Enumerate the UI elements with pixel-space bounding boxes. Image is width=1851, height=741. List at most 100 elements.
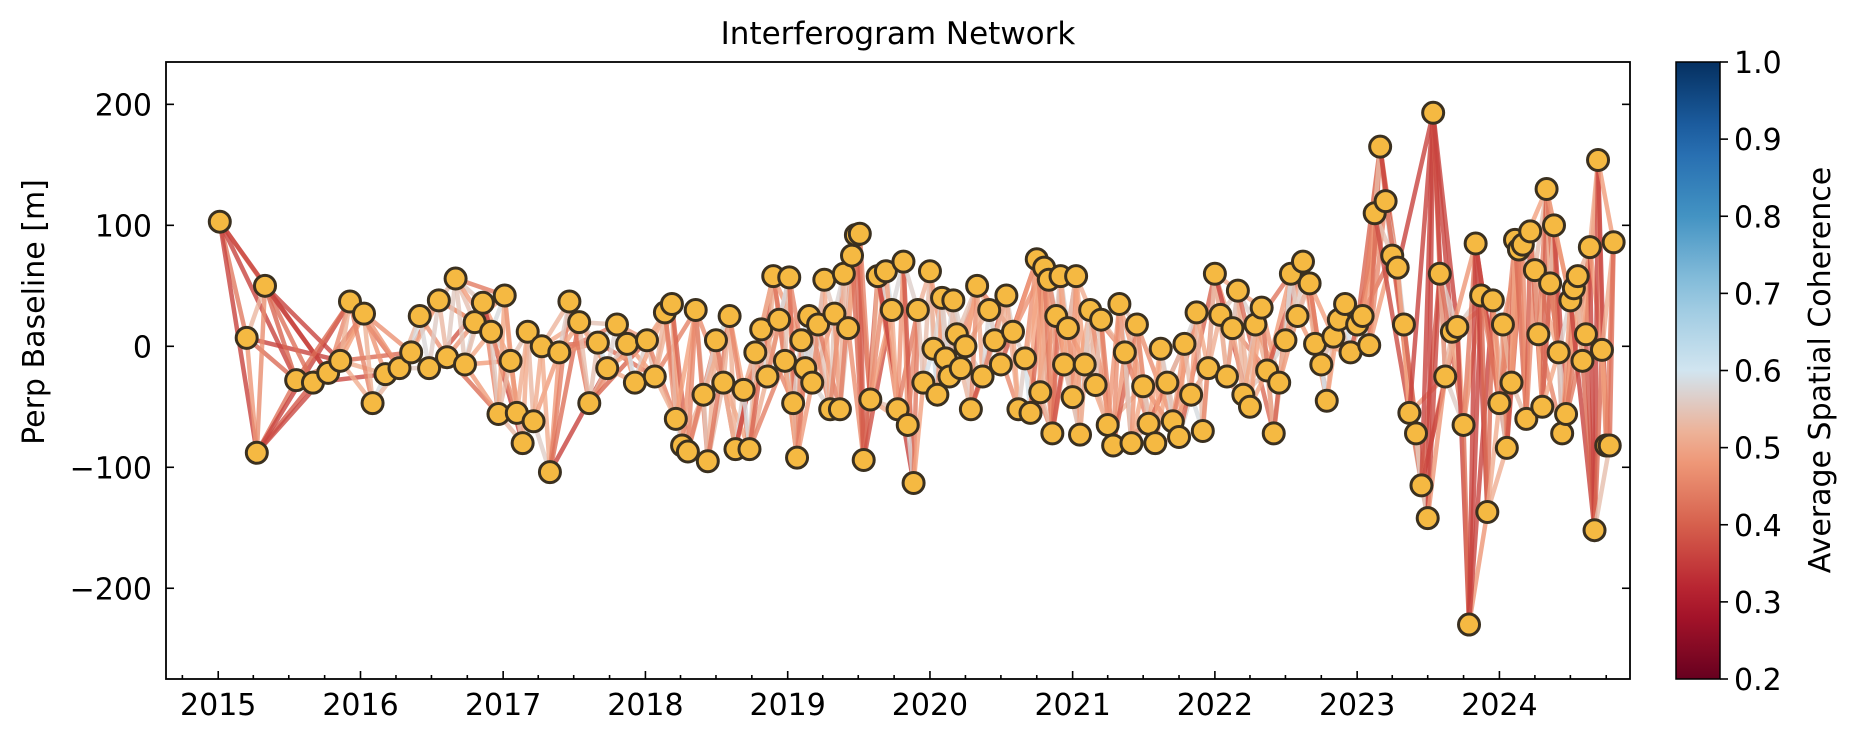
acquisition-point bbox=[1220, 316, 1245, 341]
acquisition-point bbox=[851, 448, 876, 473]
acquisition-point bbox=[659, 291, 684, 316]
acquisition-point bbox=[948, 356, 973, 381]
acquisition-point bbox=[988, 352, 1013, 377]
acquisition-point bbox=[1124, 312, 1149, 337]
acquisition-point bbox=[557, 289, 582, 314]
interferogram-edge bbox=[262, 283, 299, 383]
acquisition-point bbox=[1167, 425, 1192, 450]
acquisition-point bbox=[567, 310, 592, 335]
acquisition-point bbox=[492, 283, 517, 308]
interferogram-edge bbox=[911, 380, 926, 486]
colorbar-tick-label: 0.3 bbox=[1734, 586, 1782, 621]
interferogram-edge bbox=[1073, 273, 1087, 367]
interferogram-edge bbox=[254, 283, 268, 456]
interferogram-edge bbox=[576, 319, 592, 406]
acquisition-point bbox=[207, 209, 232, 234]
acquisition-point bbox=[1538, 271, 1563, 296]
acquisition-point bbox=[1577, 235, 1602, 260]
colorbar: 1.0 0.9 0.8 0.7 0.6 0.5 0.4 0.3 0.2 Average Spat… bbox=[1675, 46, 1838, 698]
acquisition-point bbox=[1421, 100, 1446, 125]
acquisition-point bbox=[360, 391, 385, 416]
acquisition-point bbox=[1072, 352, 1097, 377]
interferogram-edge bbox=[1466, 298, 1496, 627]
acquisition-point bbox=[847, 221, 872, 246]
colorbar-tick-label: 0.7 bbox=[1734, 277, 1782, 312]
acquisition-point bbox=[703, 328, 728, 353]
x-tick-label: 2024 bbox=[1461, 688, 1537, 723]
x-tick-label: 2016 bbox=[322, 688, 398, 723]
acquisition-point bbox=[822, 301, 847, 326]
acquisition-point bbox=[1013, 346, 1038, 371]
acquisition-point bbox=[1119, 431, 1144, 456]
acquisition-point bbox=[352, 301, 377, 326]
acquisition-point bbox=[891, 249, 916, 274]
interferogram-edge bbox=[1485, 400, 1502, 515]
acquisition-point bbox=[965, 273, 990, 298]
y-tick-label: −200 bbox=[70, 572, 152, 607]
acquisition-point bbox=[749, 317, 774, 342]
interferogram-edge bbox=[244, 335, 260, 456]
acquisition-point bbox=[1570, 348, 1595, 373]
acquisition-point bbox=[663, 406, 688, 431]
acquisition-point bbox=[812, 267, 837, 292]
acquisition-point bbox=[1391, 312, 1416, 337]
acquisition-point bbox=[1514, 406, 1539, 431]
acquisition-point bbox=[1589, 337, 1614, 362]
acquisition-point bbox=[777, 265, 802, 290]
interferogram-edge bbox=[361, 311, 375, 406]
acquisition-point bbox=[1314, 388, 1339, 413]
acquisition-point bbox=[1028, 380, 1053, 405]
acquisition-point bbox=[1480, 288, 1505, 313]
acquisition-point bbox=[1148, 336, 1173, 361]
acquisition-point bbox=[1309, 352, 1334, 377]
colorbar-tick-label: 0.9 bbox=[1734, 123, 1782, 158]
acquisition-point bbox=[1530, 394, 1555, 419]
acquisition-point bbox=[789, 328, 814, 353]
interferogram-edge bbox=[974, 283, 985, 379]
acquisition-point bbox=[1457, 612, 1482, 637]
acquisition-point bbox=[1083, 373, 1108, 398]
acquisition-point bbox=[253, 273, 278, 298]
acquisition-point bbox=[604, 312, 629, 337]
acquisition-point bbox=[1586, 147, 1611, 172]
acquisition-point bbox=[1136, 411, 1161, 436]
acquisition-point bbox=[1184, 300, 1209, 325]
acquisition-point bbox=[1143, 431, 1168, 456]
x-tick-label: 2021 bbox=[1034, 688, 1110, 723]
interferogram-edge bbox=[1595, 157, 1616, 245]
acquisition-point bbox=[1433, 364, 1458, 389]
acquisition-point bbox=[1131, 374, 1156, 399]
acquisition-point bbox=[577, 391, 602, 416]
acquisition-point bbox=[1409, 473, 1434, 498]
acquisition-point bbox=[1172, 331, 1197, 356]
acquisition-point bbox=[1040, 421, 1065, 446]
acquisition-point bbox=[1000, 319, 1025, 344]
acquisition-point bbox=[767, 307, 792, 332]
acquisition-point bbox=[1490, 312, 1515, 337]
interferogram-edge bbox=[685, 307, 698, 454]
acquisition-point bbox=[642, 364, 667, 389]
interferogram-edge bbox=[1372, 210, 1412, 416]
acquisition-point bbox=[595, 356, 620, 381]
acquisition-point bbox=[1487, 391, 1512, 416]
acquisition-point bbox=[1494, 435, 1519, 460]
x-tick-label: 2015 bbox=[180, 688, 256, 723]
acquisition-point bbox=[743, 340, 768, 365]
acquisition-point bbox=[1582, 518, 1607, 543]
interferogram-edge bbox=[262, 283, 343, 364]
acquisition-point bbox=[1350, 304, 1375, 329]
acquisition-point bbox=[1297, 271, 1322, 296]
acquisition-point bbox=[452, 352, 477, 377]
acquisition-point bbox=[1202, 261, 1227, 286]
acquisition-point bbox=[1541, 213, 1566, 238]
acquisition-point bbox=[1285, 304, 1310, 329]
colorbar-tick-label: 0.6 bbox=[1734, 355, 1782, 390]
acquisition-point bbox=[1055, 316, 1080, 341]
acquisition-point bbox=[1190, 418, 1215, 443]
acquisition-point bbox=[772, 348, 797, 373]
acquisition-point bbox=[1463, 231, 1488, 256]
acquisition-point bbox=[1415, 506, 1440, 531]
acquisition-point bbox=[1333, 291, 1358, 316]
acquisition-point bbox=[858, 387, 883, 412]
interferogram-edge bbox=[1425, 110, 1436, 521]
